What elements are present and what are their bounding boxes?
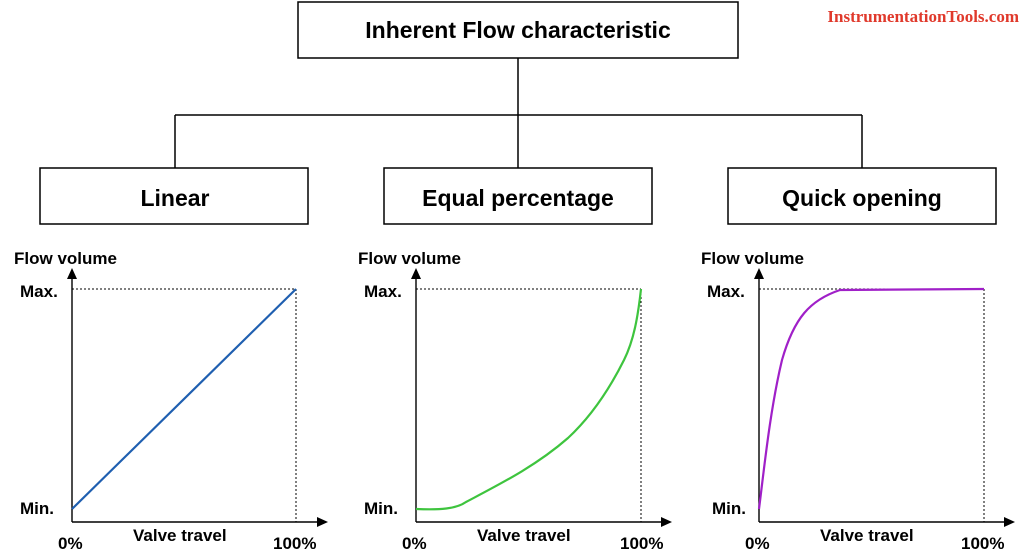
linear-curve: [71, 288, 297, 510]
y-axis-label: Flow volume: [701, 249, 804, 268]
y-max-label: Max.: [364, 282, 402, 301]
quick-opening-chart: Flow volume Max. Min. Valve travel 0% 10…: [701, 249, 1015, 553]
y-axis-label: Flow volume: [358, 249, 461, 268]
x-end-label: 100%: [620, 534, 663, 553]
y-max-label: Max.: [707, 282, 745, 301]
equal-percentage-box: Equal percentage: [383, 167, 653, 225]
equal-percentage-label: Equal percentage: [422, 185, 614, 211]
equal-percentage-curve: [415, 288, 643, 511]
x-end-label: 100%: [961, 534, 1004, 553]
quick-opening-curve: [757, 287, 985, 510]
x-axis-arrow: [317, 517, 328, 527]
x-axis-label: Valve travel: [820, 526, 914, 545]
title-label: Inherent Flow characteristic: [365, 17, 671, 43]
tree-connectors: [174, 58, 863, 168]
title-box: Inherent Flow characteristic: [297, 1, 739, 59]
x-start-label: 0%: [745, 534, 770, 553]
y-min-label: Min.: [364, 499, 398, 518]
x-axis-arrow: [1004, 517, 1015, 527]
quick-opening-label: Quick opening: [782, 185, 942, 211]
linear-chart: Flow volume Max. Min. Valve travel 0% 10…: [14, 249, 328, 553]
watermark: InstrumentationTools.com: [827, 7, 1019, 26]
x-axis-label: Valve travel: [477, 526, 571, 545]
y-axis-label: Flow volume: [14, 249, 117, 268]
y-min-label: Min.: [20, 499, 54, 518]
linear-label: Linear: [140, 185, 209, 211]
x-axis-arrow: [661, 517, 672, 527]
y-axis-arrow: [411, 268, 421, 279]
linear-box: Linear: [39, 167, 309, 225]
x-start-label: 0%: [402, 534, 427, 553]
y-max-label: Max.: [20, 282, 58, 301]
x-axis-label: Valve travel: [133, 526, 227, 545]
quick-opening-box: Quick opening: [727, 167, 997, 225]
x-end-label: 100%: [273, 534, 316, 553]
y-min-label: Min.: [712, 499, 746, 518]
y-axis-arrow: [67, 268, 77, 279]
equal-percentage-chart: Flow volume Max. Min. Valve travel 0% 10…: [358, 249, 672, 553]
y-axis-arrow: [754, 268, 764, 279]
x-start-label: 0%: [58, 534, 83, 553]
